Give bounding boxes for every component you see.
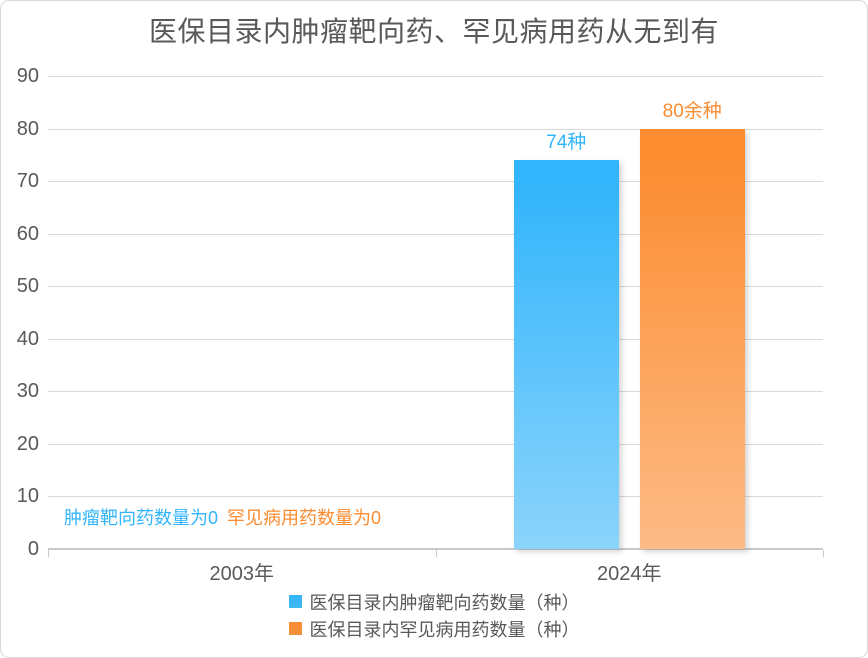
gridline [48, 76, 823, 77]
y-axis-tick-label: 60 [16, 222, 39, 245]
gridline [48, 338, 823, 340]
x-axis-label: 2003年 [209, 563, 275, 585]
y-axis-tick-label: 70 [16, 170, 39, 193]
gridline [48, 233, 823, 235]
legend: 医保目录内肿瘤靶向药数量（种） 医保目录内罕见病用药数量（种） [1, 588, 867, 642]
bar-series2-2024年 [639, 128, 745, 549]
gridline [48, 443, 823, 445]
axis-tick-mark [48, 550, 49, 557]
gridline [48, 496, 823, 498]
y-axis-tick-label: 0 [27, 538, 39, 560]
gridline [48, 286, 823, 288]
gridline [48, 181, 823, 183]
zero-annotation: 肿瘤靶向药数量为0 [64, 508, 219, 528]
y-axis-tick-label: 90 [16, 65, 39, 87]
legend-item: 医保目录内罕见病用药数量（种） [288, 615, 580, 642]
legend-item: 医保目录内肿瘤靶向药数量（种） [288, 588, 580, 615]
y-axis-tick-label: 30 [16, 380, 39, 403]
axis-tick-mark [823, 550, 824, 557]
legend-label: 医保目录内罕见病用药数量（种） [309, 619, 580, 640]
gridline [48, 391, 823, 393]
x-axis-line [48, 548, 823, 550]
zero-annotation: 罕见病用药数量为0 [227, 508, 382, 528]
legend-label: 医保目录内肿瘤靶向药数量（种） [309, 592, 580, 613]
bar-series1-2024年 [513, 160, 619, 549]
gridline [48, 128, 823, 130]
y-axis-tick-label: 80 [16, 117, 39, 140]
chart-title: 医保目录内肿瘤靶向药、罕见病用药从无到有 [148, 16, 719, 47]
x-axis-label: 2024年 [597, 563, 662, 585]
bar-value-label: 80余种 [662, 100, 722, 122]
axis-tick-mark [435, 550, 437, 557]
y-axis-tick-label: 20 [16, 432, 39, 455]
bar-value-label: 74种 [546, 132, 587, 154]
zero-annotations: 肿瘤靶向药数量为0 罕见病用药数量为0 [64, 504, 381, 530]
legend-swatch-icon [288, 622, 302, 635]
y-axis-tick-label: 50 [16, 275, 39, 298]
legend-swatch-icon [288, 595, 302, 608]
y-axis-tick-label: 10 [16, 485, 39, 508]
y-axis-tick-label: 40 [16, 327, 39, 350]
